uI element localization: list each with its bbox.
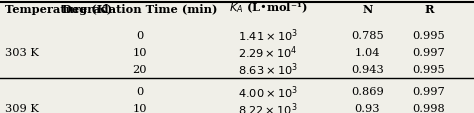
Text: 10: 10 bbox=[133, 48, 147, 58]
Text: 309 K: 309 K bbox=[5, 104, 38, 113]
Text: $K_A$ (L•mol⁻¹): $K_A$ (L•mol⁻¹) bbox=[228, 0, 307, 15]
Text: 0.995: 0.995 bbox=[412, 31, 446, 41]
Text: $1.41 \times 10^{3}$: $1.41 \times 10^{3}$ bbox=[237, 27, 298, 44]
Text: Temperature (K): Temperature (K) bbox=[5, 4, 112, 15]
Text: 0: 0 bbox=[136, 31, 144, 41]
Text: 0.943: 0.943 bbox=[351, 65, 384, 74]
Text: $4.00 \times 10^{3}$: $4.00 \times 10^{3}$ bbox=[237, 83, 298, 100]
Text: Degradation Time (min): Degradation Time (min) bbox=[62, 4, 218, 15]
Text: 10: 10 bbox=[133, 104, 147, 113]
Text: $2.29 \times 10^{4}$: $2.29 \times 10^{4}$ bbox=[238, 44, 298, 61]
Text: 0.869: 0.869 bbox=[351, 87, 384, 97]
Text: 0: 0 bbox=[136, 87, 144, 97]
Text: $8.22 \times 10^{3}$: $8.22 \times 10^{3}$ bbox=[238, 100, 298, 113]
Text: N: N bbox=[362, 4, 373, 15]
Text: 303 K: 303 K bbox=[5, 48, 38, 58]
Text: R: R bbox=[424, 4, 434, 15]
Text: 0.93: 0.93 bbox=[355, 104, 380, 113]
Text: 20: 20 bbox=[133, 65, 147, 74]
Text: 1.04: 1.04 bbox=[355, 48, 380, 58]
Text: 0.997: 0.997 bbox=[412, 87, 446, 97]
Text: 0.997: 0.997 bbox=[412, 48, 446, 58]
Text: 0.785: 0.785 bbox=[351, 31, 384, 41]
Text: 0.995: 0.995 bbox=[412, 65, 446, 74]
Text: 0.998: 0.998 bbox=[412, 104, 446, 113]
Text: $8.63 \times 10^{3}$: $8.63 \times 10^{3}$ bbox=[237, 61, 298, 78]
